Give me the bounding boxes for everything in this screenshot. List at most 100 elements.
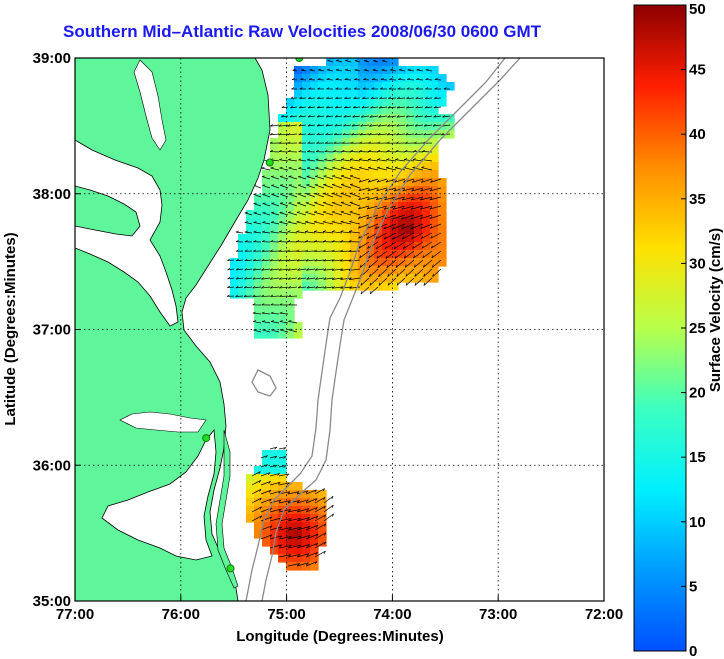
velocity-cell: [342, 106, 351, 115]
velocity-vector: [340, 268, 352, 271]
velocity-vector-head: [401, 197, 405, 201]
velocity-vector: [323, 268, 334, 271]
velocity-cell: [246, 506, 255, 515]
velocity-cell: [262, 306, 271, 315]
velocity-vector: [244, 277, 253, 280]
velocity-vector: [279, 221, 289, 225]
velocity-vector-head: [367, 197, 370, 200]
velocity-vector-head: [306, 562, 309, 566]
velocity-vector: [235, 277, 244, 280]
velocity-vector: [279, 321, 289, 324]
velocity-cell: [342, 242, 351, 251]
velocity-vector-head: [395, 149, 399, 152]
velocity-vector: [376, 250, 388, 259]
velocity-cell: [230, 274, 239, 283]
velocity-cell: [254, 226, 263, 235]
velocity-cell: [382, 218, 391, 227]
velocity-vector-head: [432, 124, 436, 127]
velocity-vector-head: [287, 268, 291, 271]
velocity-vector: [314, 550, 326, 558]
velocity-vector: [297, 202, 307, 207]
velocity-vector-head: [387, 124, 390, 127]
velocity-vector-head: [269, 277, 273, 280]
velocity-vector-head: [316, 105, 320, 109]
bay-tributary-north: [133, 59, 167, 151]
velocity-vector-head: [269, 268, 273, 271]
velocity-cell: [358, 154, 367, 163]
velocity-vector: [396, 115, 406, 118]
velocity-vector-head: [297, 277, 301, 280]
velocity-cell: [374, 138, 383, 147]
velocity-vector: [278, 133, 289, 136]
velocity-vector: [411, 232, 424, 240]
velocity-vector: [375, 241, 388, 250]
velocity-cell: [350, 98, 359, 107]
velocity-vector: [369, 115, 379, 118]
velocity-cell: [278, 258, 287, 267]
velocity-vector-head: [349, 286, 353, 289]
velocity-vector-head: [324, 158, 328, 161]
velocity-vector: [244, 231, 253, 234]
velocity-vector: [287, 268, 298, 271]
velocity-vector-head: [415, 87, 419, 90]
velocity-vector-head: [351, 124, 355, 127]
velocity-vector: [278, 545, 292, 549]
velocity-vector: [340, 167, 352, 171]
velocity-vector: [393, 187, 406, 192]
velocity-vector-head: [378, 273, 380, 277]
velocity-cell: [430, 106, 439, 115]
x-tick-label: 76:00: [162, 606, 200, 623]
velocity-vector: [415, 115, 424, 118]
velocity-cell: [302, 194, 311, 203]
plot-area[interactable]: 77:00 76:00 75:00 74:00 73:00 72:00 35:0036:0…: [33, 50, 624, 623]
velocity-vector-head: [269, 141, 273, 144]
velocity-cell: [262, 458, 271, 467]
velocity-vector-head: [383, 236, 387, 240]
velocity-vector: [375, 205, 388, 210]
velocity-vector-head: [423, 282, 426, 286]
velocity-vector: [331, 221, 343, 225]
velocity-cell: [326, 82, 335, 91]
velocity-cell: [294, 322, 303, 331]
velocity-cell: [294, 242, 303, 251]
velocity-vector: [415, 106, 424, 109]
velocity-cell: [334, 162, 343, 171]
velocity-vector: [315, 159, 325, 162]
velocity-vector-head: [227, 267, 231, 271]
velocity-cell: [358, 250, 367, 259]
velocity-cell: [390, 98, 399, 107]
velocity-cell: [334, 138, 343, 147]
velocity-cell: [326, 114, 335, 123]
velocity-vector: [423, 268, 433, 277]
velocity-cell: [310, 530, 319, 539]
velocity-vector-head: [332, 175, 336, 177]
velocity-vector-head: [340, 166, 344, 169]
velocity-vector: [405, 133, 415, 136]
velocity-vector: [404, 159, 415, 162]
velocity-vector: [317, 97, 325, 99]
velocity-cell: [414, 122, 423, 131]
velocity-vector: [260, 464, 268, 468]
velocity-cell: [310, 170, 319, 179]
velocity-vector-head: [398, 77, 402, 80]
velocity-cell: [302, 202, 311, 211]
velocity-vector-head: [243, 285, 247, 289]
velocity-vector: [244, 222, 253, 225]
velocity-vector-head: [406, 105, 409, 109]
velocity-vector: [322, 221, 334, 225]
velocity-cell: [326, 218, 335, 227]
velocity-vector: [366, 205, 379, 210]
velocity-cell: [318, 114, 327, 123]
velocity-cell: [246, 266, 255, 275]
velocity-vector-head: [348, 259, 352, 262]
velocity-vector: [352, 115, 361, 118]
velocity-vector: [287, 259, 298, 262]
velocity-vector-head: [423, 132, 427, 136]
velocity-cell: [270, 490, 279, 499]
velocity-cell: [422, 266, 431, 275]
velocity-vector: [423, 259, 433, 268]
velocity-vector-head: [332, 149, 336, 152]
velocity-vector-head: [316, 114, 320, 118]
velocity-vector-head: [297, 285, 301, 289]
